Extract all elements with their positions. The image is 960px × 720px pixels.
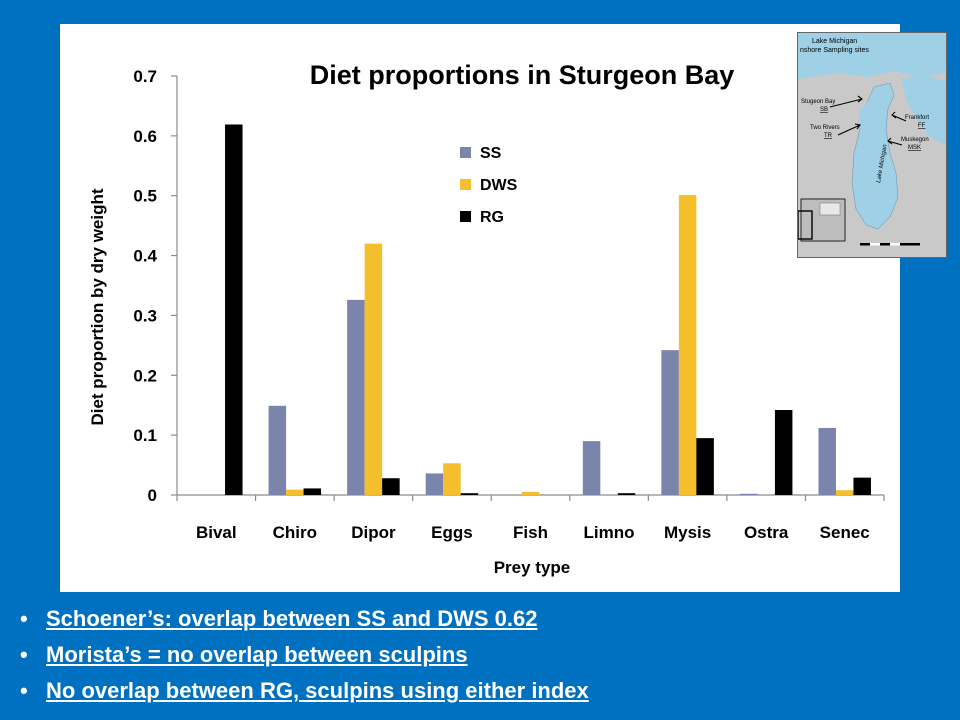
map-site-name-ff: Frankfort [905,115,929,121]
y-ticks: 0 0.1 0.2 0.3 0.4 0.5 0.6 0.7 [133,67,177,505]
y-tick-label: 0.1 [133,426,157,445]
legend: SS DWS RG [460,145,518,226]
bar-dws-fish [521,492,540,495]
bullet-dot-icon: • [20,606,28,631]
map-site-name-sb: Stugeon Bay [801,99,835,105]
chart-panel: Diet proportions in Sturgeon Bay Diet pr… [60,24,900,592]
bar-rg-bival [225,124,243,495]
map-site-name-msk: Muskegon [901,137,929,143]
bar-ss-ostra [739,493,758,495]
chart-title: Diet proportions in Sturgeon Bay [310,60,735,90]
y-tick-label: 0.5 [133,187,157,206]
map-site-code-tr: TR [824,133,833,139]
bar-ss-chiro [268,405,287,495]
y-tick-label: 0.4 [133,247,157,266]
bar-ss-senec [818,427,836,495]
legend-label-rg: RG [480,209,504,226]
bullet-item: • No overlap between RG, sculpins using … [20,674,940,710]
bar-rg-limno [617,493,636,495]
bar-ss-eggs [425,473,444,495]
bullet-item: • Morista’s = no overlap between sculpin… [20,638,940,674]
map-inset: Lake Michigan nshore Sampling sites Lake… [797,32,947,258]
bar-ss-limno [582,441,601,495]
map-title-line2: nshore Sampling sites [800,47,869,54]
map-site-code-sb: SB [820,107,828,113]
y-tick-label: 0.2 [133,366,157,385]
x-tick-label: Dipor [351,523,396,542]
x-tick-label: Limno [584,523,635,542]
bar-dws-mysis [678,195,697,495]
bar-rg-dipor [382,478,400,495]
y-tick-label: 0.6 [133,127,157,146]
bar-rg-eggs [460,493,479,495]
x-ticks: Bival Chiro Dipor Eggs Fish Limno Mysis Ostra Se… [176,495,885,542]
x-tick-label: Ostra [744,523,789,542]
bullet-text: No overlap between RG, sculpins using ei… [46,678,589,703]
legend-swatch-dws [460,179,471,190]
bar-rg-senec [853,477,871,495]
bar-chart: Diet proportions in Sturgeon Bay Diet pr… [88,60,885,577]
legend-swatch-rg [460,211,471,222]
map-site-code-ff: FF [918,123,926,129]
bar-rg-mysis [696,438,714,495]
bullet-dot-icon: • [20,678,28,703]
y-tick-label: 0 [148,486,157,505]
bar-dws-senec [835,490,854,495]
bullet-item: • Schoener’s: overlap between SS and DWS… [20,602,940,638]
bar-dws-dipor [364,243,383,495]
y-axis-title: Diet proportion by dry weight [88,188,107,425]
x-tick-label: Fish [513,523,548,542]
bullet-text: Schoener’s: overlap between SS and DWS 0… [46,606,538,631]
x-tick-label: Chiro [273,523,317,542]
legend-label-dws: DWS [480,177,518,194]
y-tick-label: 0.7 [133,67,157,86]
map-site-code-msk: MSK [908,145,921,151]
x-tick-label: Senec [820,523,870,542]
bar-ss-mysis [661,350,679,495]
x-tick-label: Bival [196,523,237,542]
legend-label-ss: SS [480,145,502,162]
lake-michigan-map: Lake Michigan nshore Sampling sites Lake… [798,33,946,257]
legend-swatch-ss [460,147,471,158]
map-title-line1: Lake Michigan [812,38,857,45]
map-site-arrows [829,95,907,146]
x-tick-label: Mysis [664,523,711,542]
bar-dws-chiro [286,489,304,495]
x-tick-label: Eggs [431,523,473,542]
bar-ss-dipor [347,299,365,495]
bullet-text: Morista’s = no overlap between sculpins [46,642,468,667]
bars [225,124,871,495]
x-axis-title: Prey type [494,558,571,577]
y-tick-label: 0.3 [133,306,157,325]
bar-dws-eggs [443,463,461,495]
bar-rg-chiro [303,488,322,495]
bar-rg-ostra [774,410,793,495]
map-site-name-tr: Two Rivers [810,125,840,131]
bullet-dot-icon: • [20,642,28,667]
bullet-list: • Schoener’s: overlap between SS and DWS… [20,602,940,710]
